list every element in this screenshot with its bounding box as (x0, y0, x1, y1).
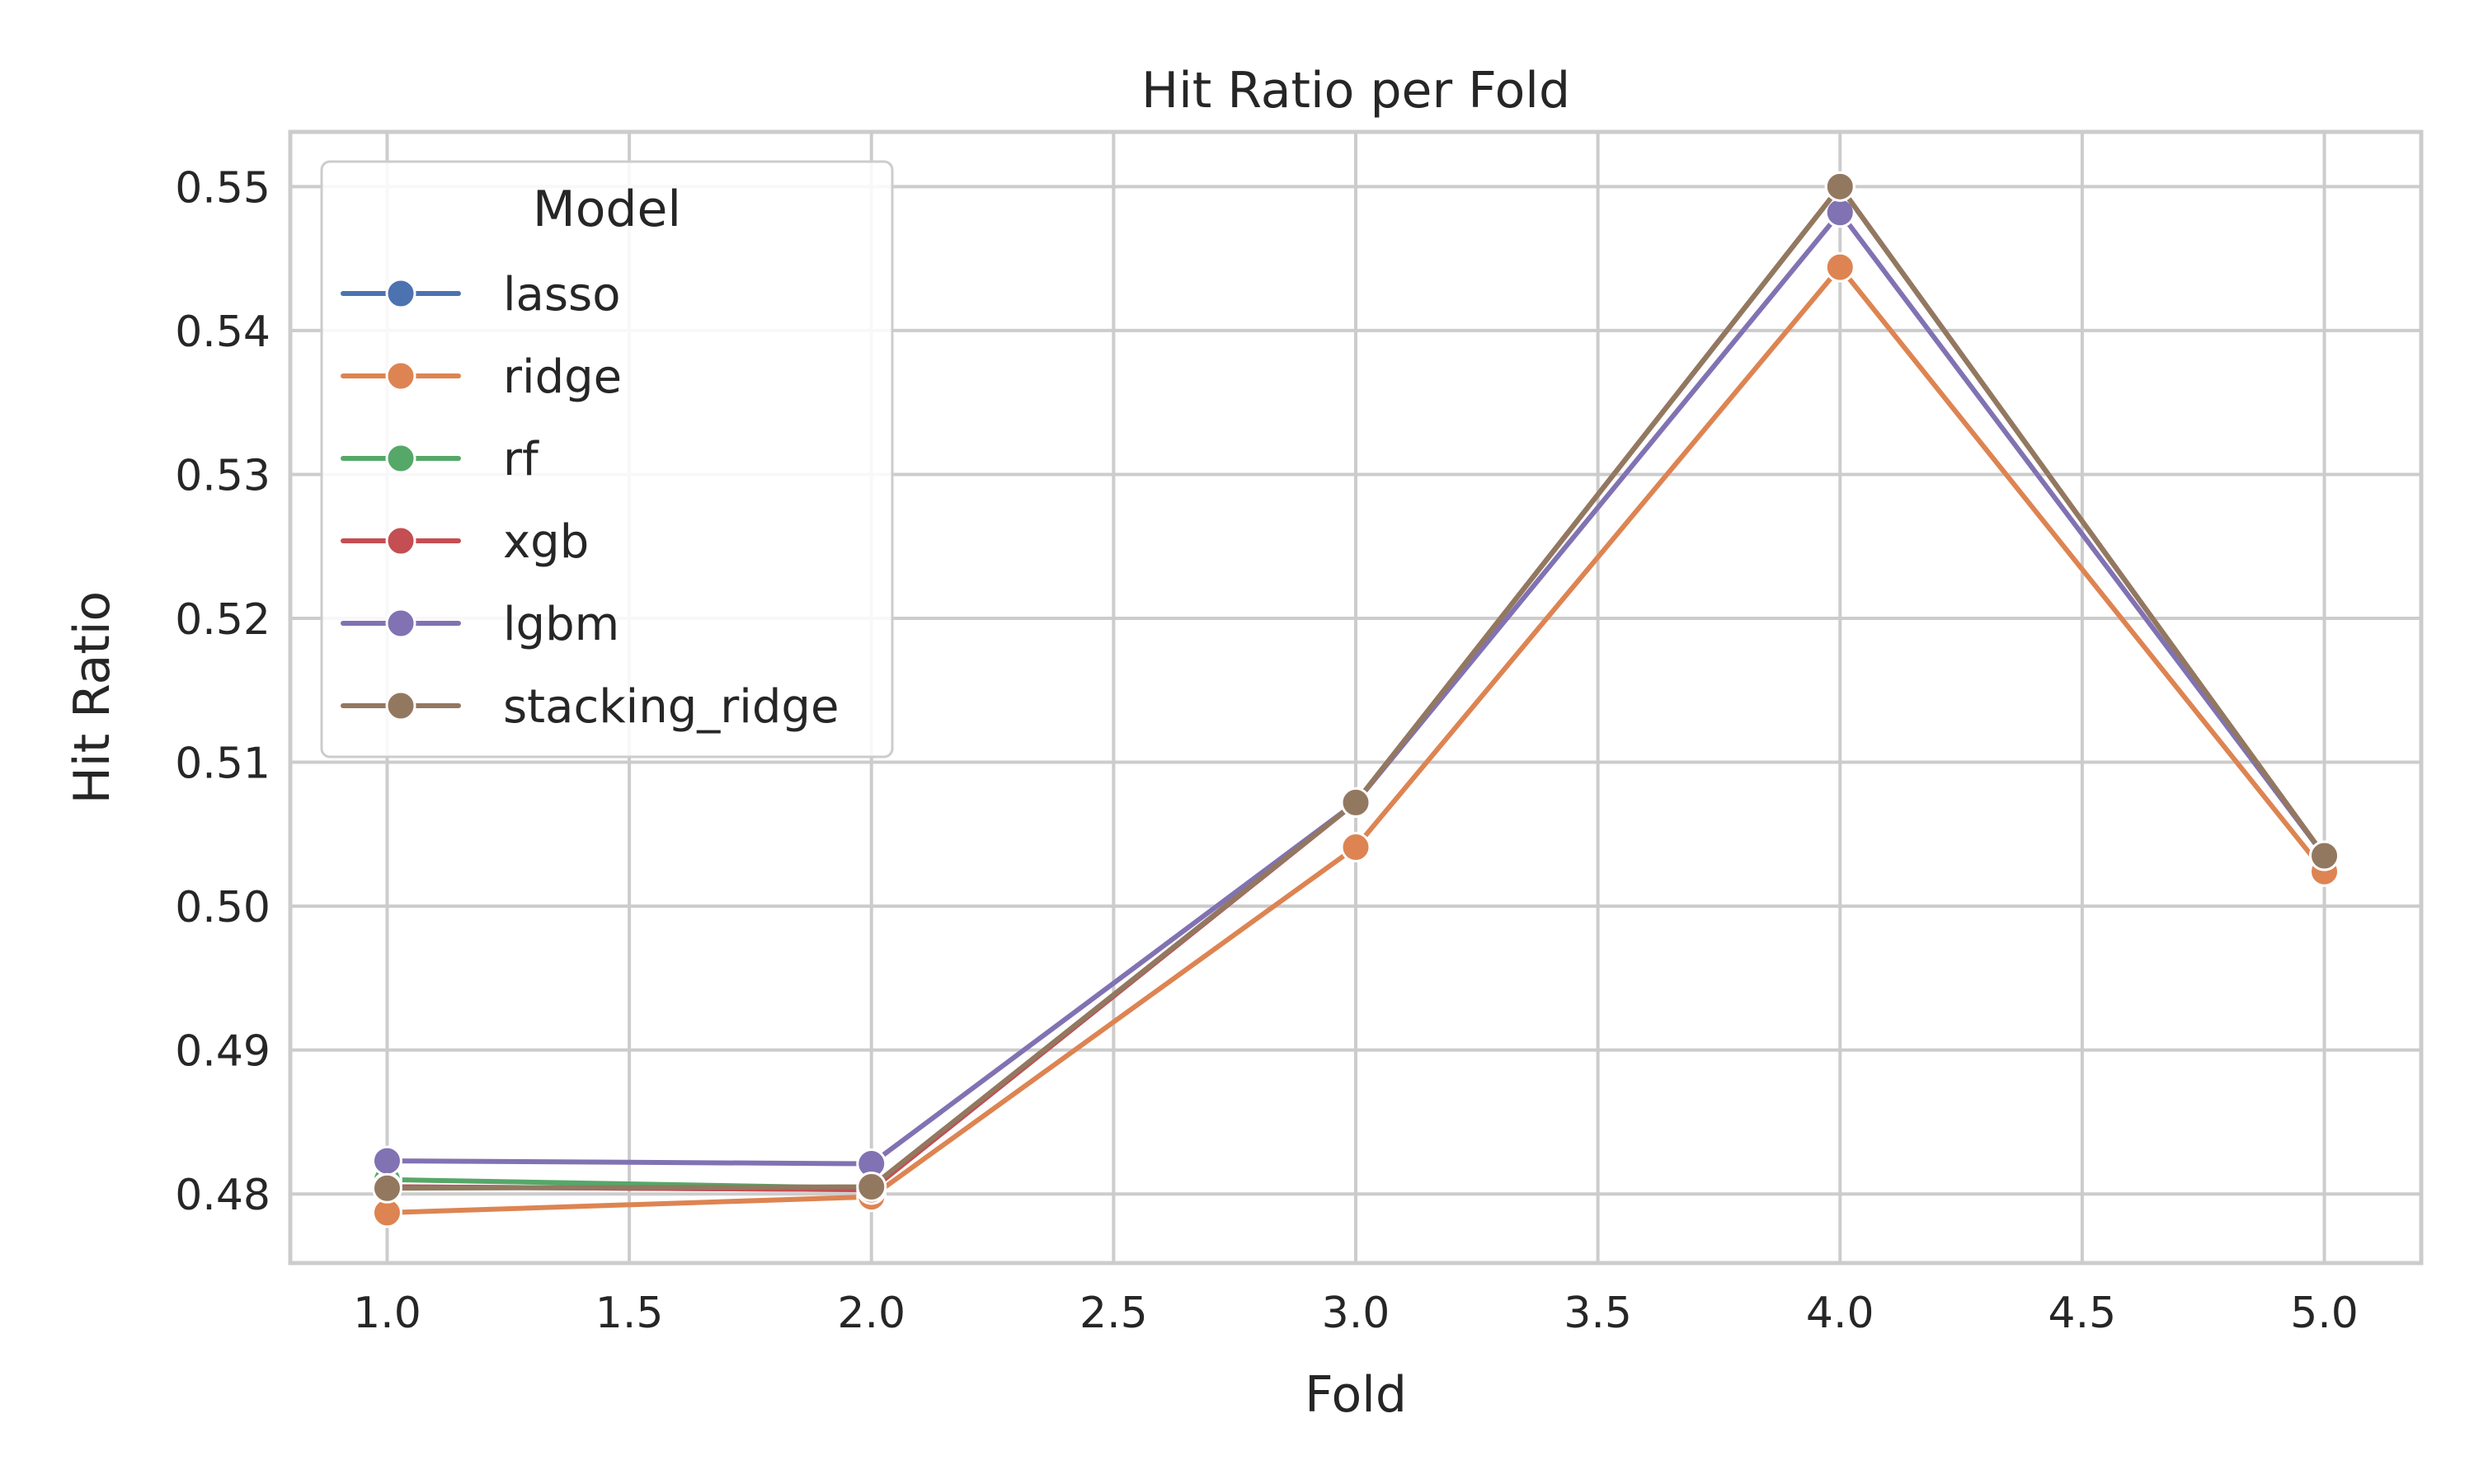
data-point (371, 1172, 402, 1204)
y-tick-label: 0.50 (175, 883, 270, 932)
grid-layer (290, 132, 2421, 1263)
chart-title: Hit Ratio per Fold (1141, 62, 1570, 120)
y-tick-label: 0.49 (175, 1027, 270, 1077)
legend-label: xgb (503, 515, 589, 569)
data-point (2309, 840, 2340, 871)
y-tick-label: 0.48 (175, 1171, 270, 1220)
tick-labels: 1.0 1.5 2.0 2.5 3.0 3.5 4.0 4.5 5.0 0.48 0.49 0.50 0… (175, 163, 2359, 1338)
data-point (856, 1171, 887, 1202)
data-point (1824, 171, 1856, 202)
y-tick-label: 0.53 (175, 451, 270, 500)
legend-item-lgbm: lgbm (341, 598, 619, 651)
y-tick-label: 0.51 (175, 740, 270, 789)
legend-label: lasso (503, 268, 621, 322)
x-tick-label: 5.0 (2290, 1289, 2359, 1338)
x-axis-label: Fold (1305, 1366, 1407, 1424)
legend-marker (385, 443, 416, 474)
data-point (1340, 832, 1371, 863)
y-axis-label: Hit Ratio (63, 591, 121, 804)
legend-marker (385, 608, 416, 639)
x-tick-label: 2.0 (837, 1289, 905, 1338)
legend-marker (385, 278, 416, 309)
plot-frame (288, 129, 2424, 1266)
legend-box (320, 160, 894, 758)
legend-item-lasso: lasso (341, 268, 621, 322)
data-point (1340, 787, 1371, 818)
data-point (1824, 251, 1856, 283)
x-tick-label: 3.5 (1564, 1289, 1632, 1338)
x-tick-label: 3.0 (1322, 1289, 1390, 1338)
legend-label: rf (503, 433, 539, 486)
legend-items: lasso ridge rf xgb lgbm stacking_ridge (341, 268, 839, 734)
series-layer (371, 171, 2340, 1228)
legend-item-ridge: ridge (341, 350, 622, 404)
series-stacking-ridge (371, 171, 2340, 1204)
legend-label: lgbm (503, 598, 619, 651)
legend-title: Model (533, 181, 681, 238)
y-tick-label: 0.52 (175, 595, 270, 645)
legend-label: stacking_ridge (503, 680, 839, 734)
legend-item-xgb: xgb (341, 515, 589, 569)
y-tick-label: 0.55 (175, 163, 270, 213)
x-tick-label: 1.0 (353, 1289, 421, 1338)
x-tick-label: 4.0 (1806, 1289, 1874, 1338)
data-point (371, 1145, 402, 1176)
y-tick-label: 0.54 (175, 308, 270, 357)
legend-item-rf: rf (341, 433, 539, 486)
legend-marker (385, 525, 416, 556)
x-tick-label: 2.5 (1079, 1289, 1148, 1338)
x-tick-label: 4.5 (2048, 1289, 2117, 1338)
x-tick-label: 1.5 (595, 1289, 664, 1338)
legend: Model lasso ridge rf xgb lgbm stacking_ridge (320, 160, 894, 758)
legend-marker (385, 690, 416, 721)
legend-label: ridge (503, 350, 622, 404)
legend-marker (385, 360, 416, 392)
legend-item-stacking-ridge: stacking_ridge (341, 680, 839, 734)
